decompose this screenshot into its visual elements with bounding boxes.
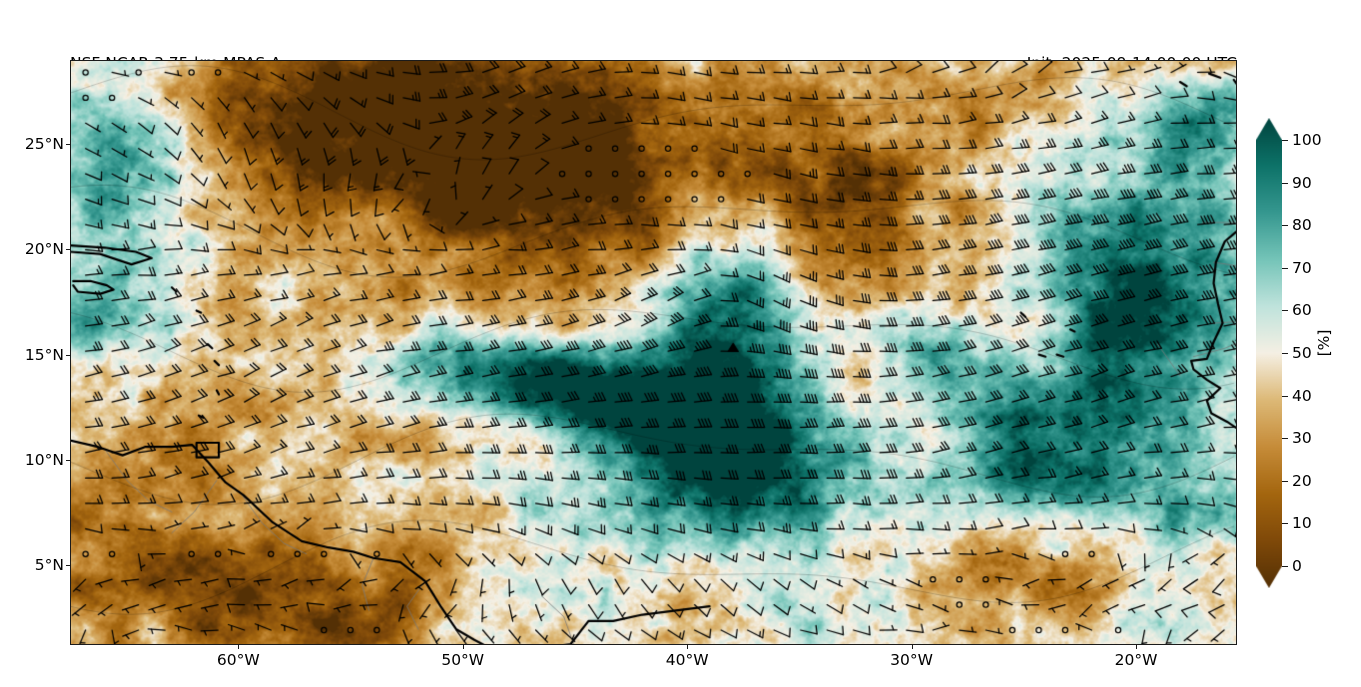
colorbar-tick — [1282, 182, 1288, 184]
colorbar-tick — [1282, 523, 1288, 525]
x-tick — [687, 645, 689, 649]
y-tick — [66, 249, 70, 251]
x-tick — [1136, 645, 1138, 649]
colorbar-tick-label-50: 50 — [1292, 344, 1312, 362]
colorbar-tick — [1282, 140, 1288, 142]
relative-humidity-field — [71, 61, 1236, 644]
x-tick-label-50w: 50°W — [441, 651, 485, 669]
x-tick-label-30w: 30°W — [890, 651, 933, 669]
colorbar-tick-label-70: 70 — [1292, 258, 1312, 277]
colorbar-tick-label-0: 0 — [1292, 557, 1302, 575]
colorbar-tick-label-40: 40 — [1292, 386, 1312, 405]
x-tick-label-60w: 60°W — [216, 651, 260, 669]
colorbar[interactable]: 0 10 20 30 40 50 60 70 80 90 100 — [1256, 118, 1322, 588]
colorbar-tick — [1282, 566, 1288, 568]
colorbar-tick — [1282, 225, 1288, 227]
colorbar-tick — [1282, 395, 1288, 397]
x-tick — [238, 645, 240, 649]
colorbar-tick-label-90: 90 — [1292, 173, 1312, 192]
colorbar-tick-label-10: 10 — [1292, 514, 1312, 533]
colorbar-tick-label-100: 100 — [1292, 131, 1322, 149]
colorbar-tick-label-20: 20 — [1292, 471, 1312, 490]
map-plot-area[interactable] — [70, 60, 1237, 645]
y-tick — [66, 144, 70, 146]
colorbar-tick — [1282, 353, 1288, 355]
x-tick — [462, 645, 464, 649]
colorbar-tick-label-60: 60 — [1292, 301, 1312, 320]
colorbar-tick — [1282, 438, 1288, 440]
x-tick-label-20w: 20°W — [1114, 651, 1158, 669]
y-tick-label-20n: 20°N — [24, 240, 64, 259]
colorbar-tick — [1282, 310, 1288, 312]
x-tick-label-40w: 40°W — [665, 651, 709, 669]
y-tick-label-5n: 5°N — [34, 556, 64, 575]
colorbar-tick — [1282, 267, 1288, 269]
x-tick — [911, 645, 913, 649]
y-tick — [66, 459, 70, 461]
colorbar-tick — [1282, 480, 1288, 482]
y-tick-label-10n: 10°N — [24, 450, 64, 469]
y-tick-label-25n: 25°N — [24, 135, 64, 154]
y-tick — [66, 354, 70, 356]
y-tick — [66, 565, 70, 567]
colorbar-tick-label-30: 30 — [1292, 429, 1312, 448]
colorbar-unit-label: [%] — [1315, 329, 1333, 357]
y-tick-label-15n: 15°N — [24, 345, 64, 364]
colorbar-gradient — [1256, 118, 1282, 588]
colorbar-tick-label-80: 80 — [1292, 216, 1312, 235]
